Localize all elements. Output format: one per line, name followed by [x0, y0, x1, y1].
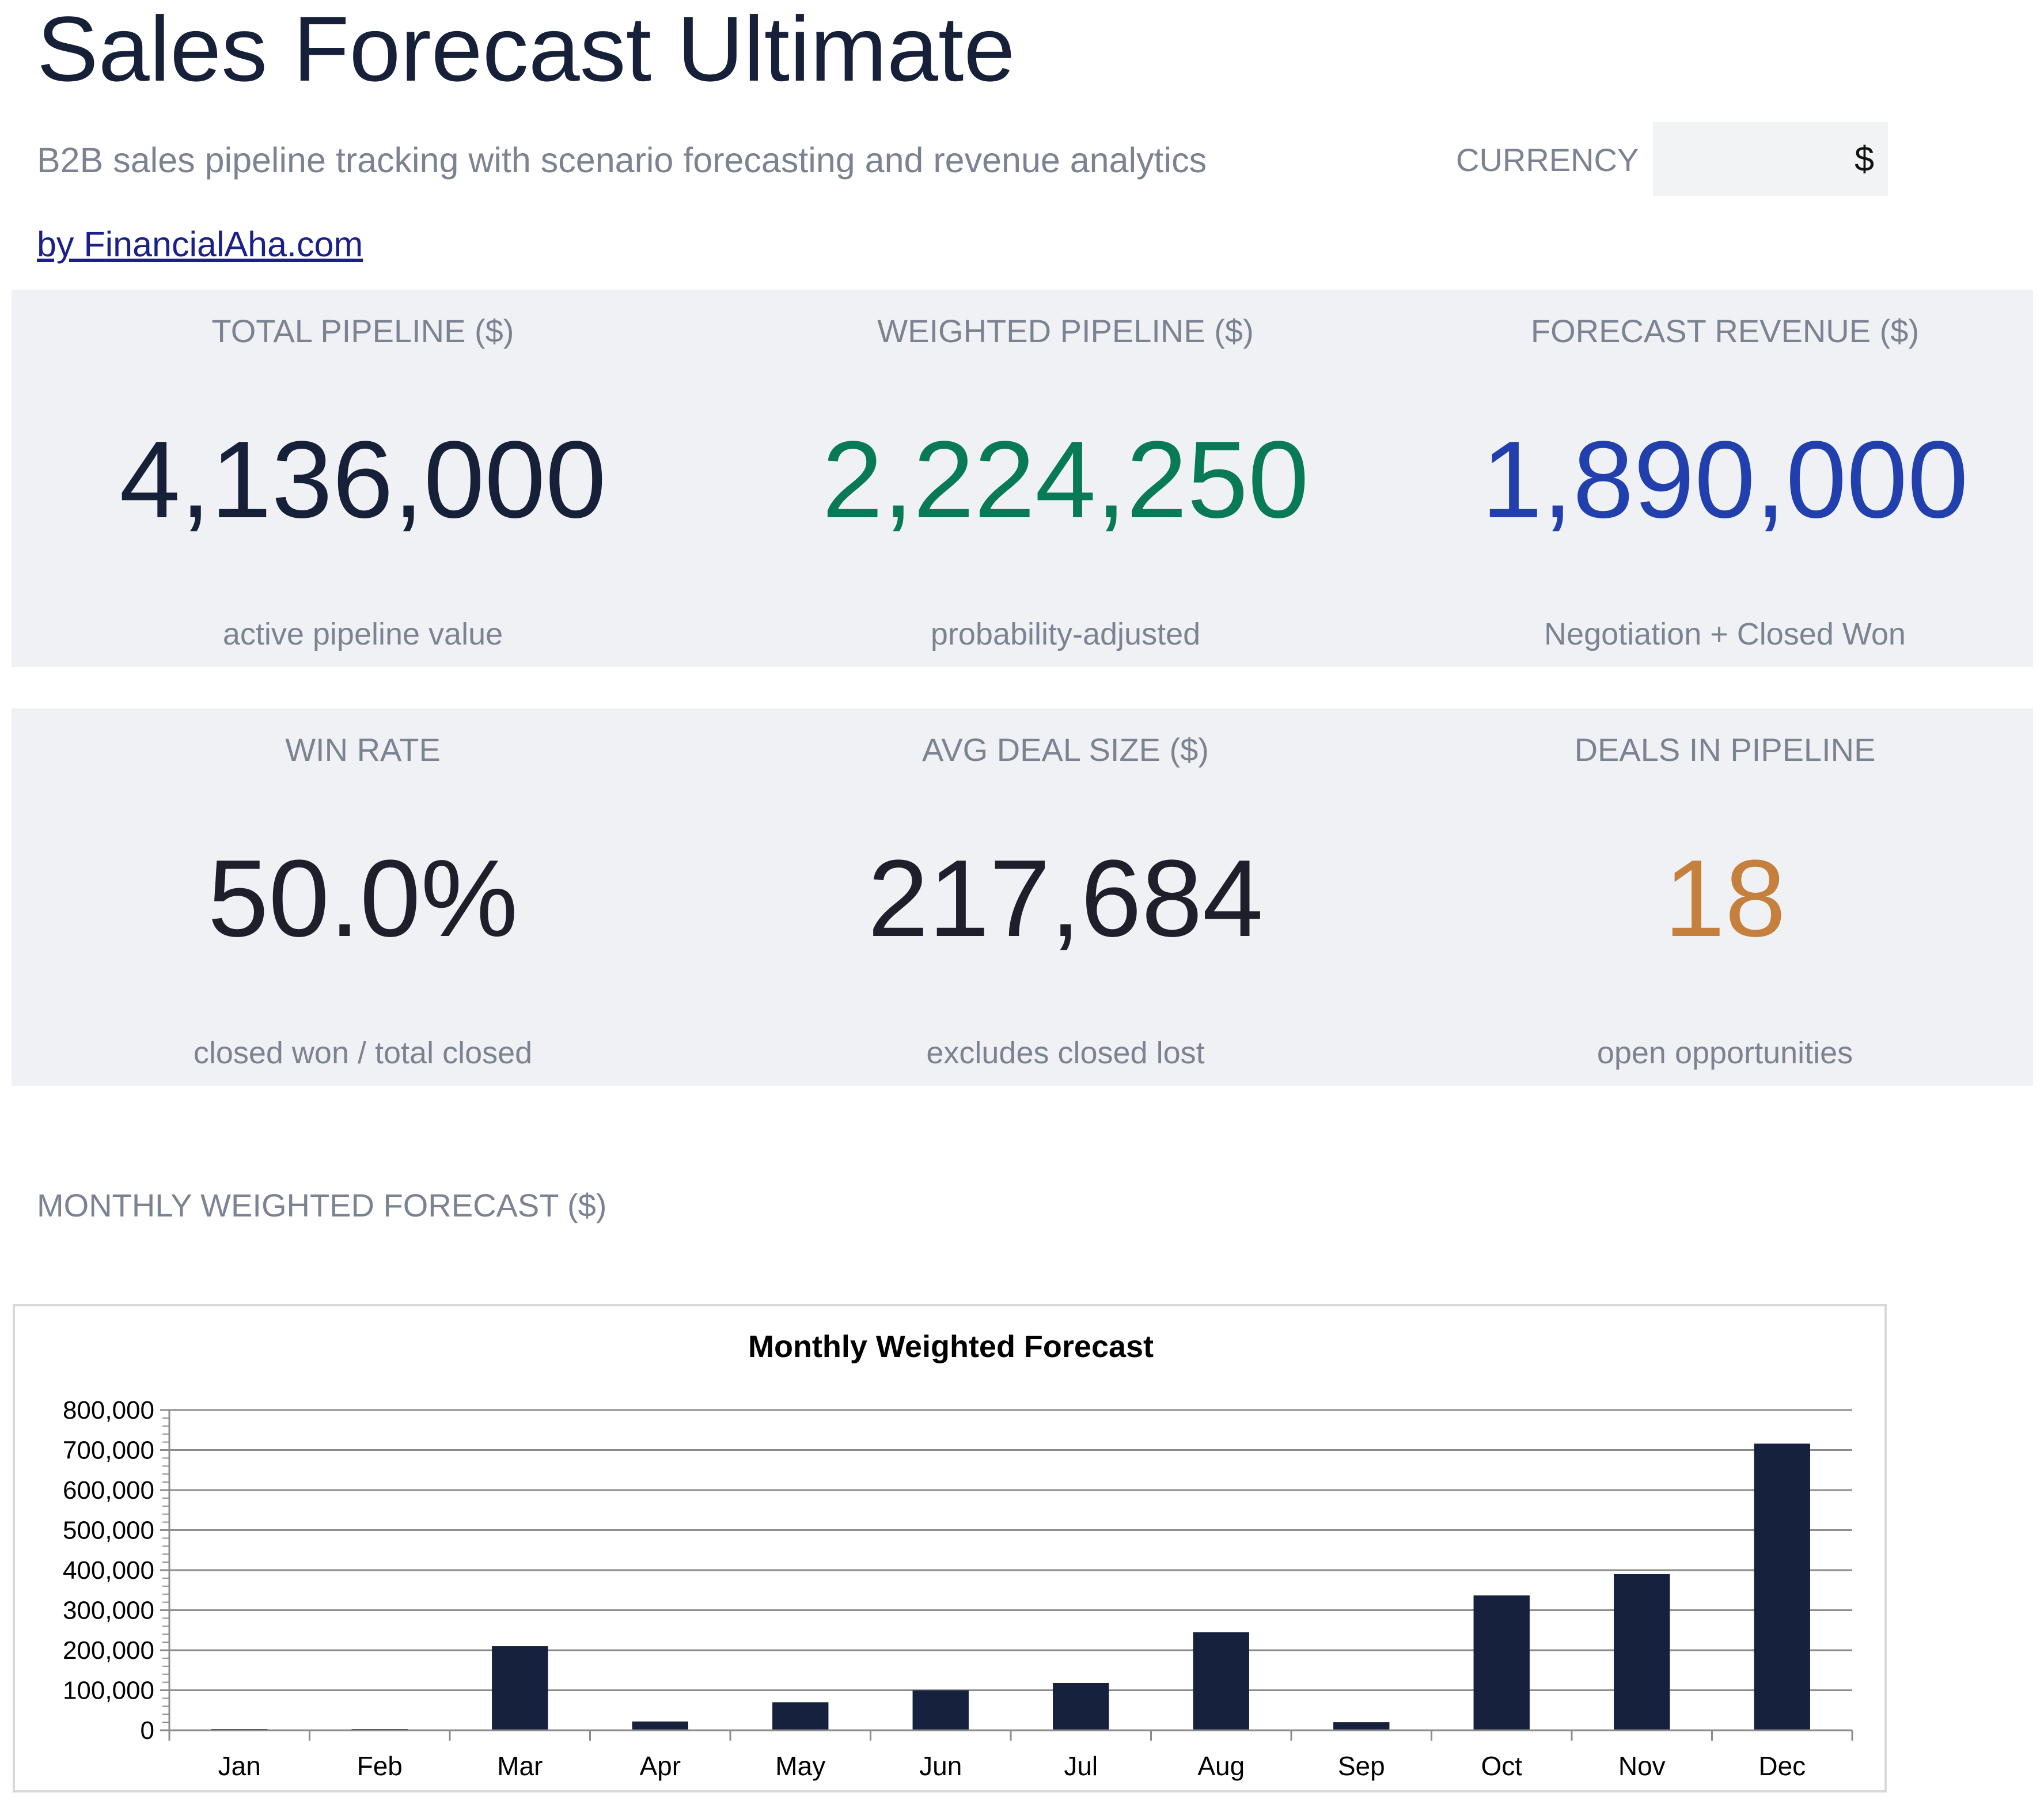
chart-axes — [168, 1410, 1853, 1741]
kpi-card-deals-in-pipeline: DEALS IN PIPELINE 18 open opportunities — [1417, 708, 2033, 1086]
chart-y-tick-labels: 0 100,000 200,000 300,000 400,000 500,000 600,… — [63, 1396, 154, 1745]
chart-container: Monthly Weighted Forecast 0 100,000 200,00… — [13, 1304, 1887, 1792]
bar-sep — [1333, 1722, 1390, 1730]
section-title: MONTHLY WEIGHTED FORECAST ($) — [37, 1187, 607, 1223]
kpi-card-avg-deal-size: AVG DEAL SIZE ($) 217,684 excludes close… — [714, 708, 1417, 1086]
chart-title: Monthly Weighted Forecast — [748, 1329, 1154, 1364]
bar-dec — [1754, 1443, 1810, 1730]
kpi-note: active pipeline value — [222, 617, 503, 651]
bar-apr — [632, 1721, 688, 1730]
kpi-panel-primary: TOTAL PIPELINE ($) 4,136,000 active pipe… — [12, 290, 2033, 667]
x-tick-label: Jul — [1064, 1751, 1098, 1781]
x-tick-label: Dec — [1758, 1751, 1806, 1781]
bar-oct — [1473, 1595, 1530, 1730]
x-tick-label: Feb — [357, 1751, 403, 1781]
page-title: Sales Forecast Ultimate — [37, 0, 1015, 100]
x-tick-label: Aug — [1197, 1751, 1245, 1781]
chart-gridlines — [160, 1409, 1852, 1731]
kpi-value: 18 — [1664, 837, 1786, 960]
kpi-value: 50.0% — [207, 837, 518, 960]
x-tick-label: Sep — [1338, 1751, 1385, 1781]
x-tick-label: Oct — [1481, 1751, 1522, 1781]
x-tick-label: Nov — [1618, 1751, 1666, 1781]
kpi-title: TOTAL PIPELINE ($) — [211, 313, 514, 349]
kpi-note: open opportunities — [1596, 1036, 1853, 1070]
kpi-note: closed won / total closed — [193, 1036, 533, 1070]
kpi-card-forecast-revenue: FORECAST REVENUE ($) 1,890,000 Negotiati… — [1417, 290, 2033, 667]
x-tick-label: May — [775, 1751, 825, 1781]
kpi-card-total-pipeline: TOTAL PIPELINE ($) 4,136,000 active pipe… — [12, 290, 714, 667]
page-subtitle: B2B sales pipeline tracking with scenari… — [37, 141, 1207, 180]
y-tick-label: 300,000 — [63, 1597, 154, 1625]
chart-minor-ticks — [162, 1409, 169, 1731]
y-tick-label: 600,000 — [63, 1476, 154, 1504]
byline-link[interactable]: by FinancialAha.com — [37, 225, 363, 264]
currency-label: CURRENCY — [1456, 142, 1639, 178]
chart-x-tick-labels: Jan Feb Mar Apr May Jun Jul Aug Sep Oct Nov Dec — [218, 1751, 1806, 1781]
kpi-panel-secondary: WIN RATE 50.0% closed won / total closed… — [12, 708, 2033, 1086]
kpi-card-win-rate: WIN RATE 50.0% closed won / total closed — [12, 708, 714, 1086]
y-tick-label: 0 — [141, 1716, 154, 1745]
kpi-title: AVG DEAL SIZE ($) — [922, 732, 1209, 768]
kpi-note: Negotiation + Closed Won — [1544, 617, 1906, 651]
y-tick-label: 800,000 — [63, 1396, 154, 1424]
y-tick-label: 500,000 — [63, 1517, 154, 1545]
kpi-value: 2,224,250 — [822, 419, 1309, 541]
bar-jun — [912, 1690, 969, 1730]
y-tick-label: 400,000 — [63, 1556, 154, 1585]
chart-bars — [211, 1443, 1810, 1730]
bar-mar — [492, 1646, 548, 1730]
bar-may — [772, 1702, 829, 1730]
x-tick-label: Jun — [919, 1751, 962, 1781]
kpi-value: 217,684 — [867, 837, 1264, 960]
bar-jul — [1053, 1682, 1109, 1730]
currency-input[interactable] — [1653, 122, 1888, 196]
x-tick-label: Mar — [497, 1751, 543, 1781]
x-tick-label: Jan — [218, 1751, 261, 1781]
kpi-value: 4,136,000 — [119, 419, 606, 541]
kpi-card-weighted-pipeline: WEIGHTED PIPELINE ($) 2,224,250 probabil… — [714, 290, 1417, 667]
y-tick-label: 100,000 — [63, 1677, 154, 1705]
kpi-title: DEALS IN PIPELINE — [1574, 732, 1876, 768]
y-tick-label: 700,000 — [63, 1437, 154, 1465]
bar-aug — [1193, 1632, 1249, 1730]
x-tick-label: Apr — [639, 1751, 681, 1781]
bar-nov — [1614, 1574, 1670, 1730]
kpi-value: 1,890,000 — [1481, 419, 1969, 541]
kpi-note: probability-adjusted — [930, 617, 1201, 651]
kpi-title: WIN RATE — [285, 732, 441, 768]
monthly-forecast-chart: Monthly Weighted Forecast 0 100,000 200,00… — [63, 1329, 1853, 1781]
kpi-title: FORECAST REVENUE ($) — [1530, 313, 1920, 349]
kpi-title: WEIGHTED PIPELINE ($) — [877, 313, 1254, 349]
kpi-note: excludes closed lost — [926, 1036, 1205, 1070]
y-tick-label: 200,000 — [63, 1636, 154, 1665]
